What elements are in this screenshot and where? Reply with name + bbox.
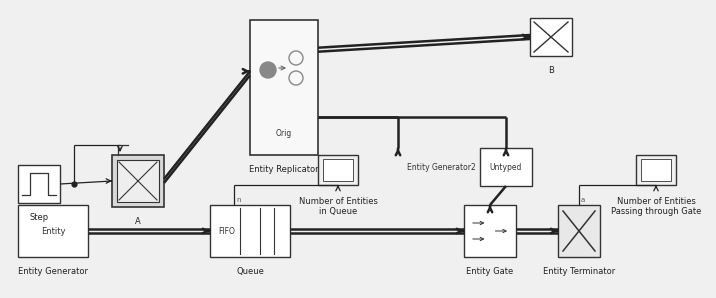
Bar <box>112 155 164 207</box>
Bar <box>210 205 290 257</box>
Text: a: a <box>581 197 585 203</box>
Text: n: n <box>236 197 241 203</box>
Bar <box>480 148 532 186</box>
Text: Entity Terminator: Entity Terminator <box>543 267 615 276</box>
Text: Queue: Queue <box>236 267 264 276</box>
Bar <box>641 159 671 181</box>
Bar <box>318 155 358 185</box>
Text: Orig: Orig <box>276 128 292 137</box>
Circle shape <box>260 62 276 78</box>
Text: Entity Generator: Entity Generator <box>18 267 88 276</box>
Bar <box>464 205 516 257</box>
Bar <box>18 205 88 257</box>
Text: Step: Step <box>29 213 49 222</box>
Text: Entity Generator2: Entity Generator2 <box>407 162 476 172</box>
Text: Untyped: Untyped <box>490 162 522 172</box>
Bar <box>636 155 676 185</box>
Bar <box>558 205 600 257</box>
Bar <box>117 160 159 202</box>
Text: Entity Gate: Entity Gate <box>466 267 513 276</box>
Bar <box>530 18 572 56</box>
Text: Entity Replicator: Entity Replicator <box>249 165 319 174</box>
Text: Number of Entities
in Queue: Number of Entities in Queue <box>299 197 377 216</box>
Bar <box>250 20 318 155</box>
Text: Number of Entities
Passing through Gate: Number of Entities Passing through Gate <box>611 197 701 216</box>
Text: B: B <box>548 66 554 75</box>
Text: Entity: Entity <box>41 226 65 235</box>
Bar <box>323 159 353 181</box>
Bar <box>18 165 60 203</box>
Text: FIFO: FIFO <box>218 226 235 235</box>
Text: A: A <box>135 217 141 226</box>
